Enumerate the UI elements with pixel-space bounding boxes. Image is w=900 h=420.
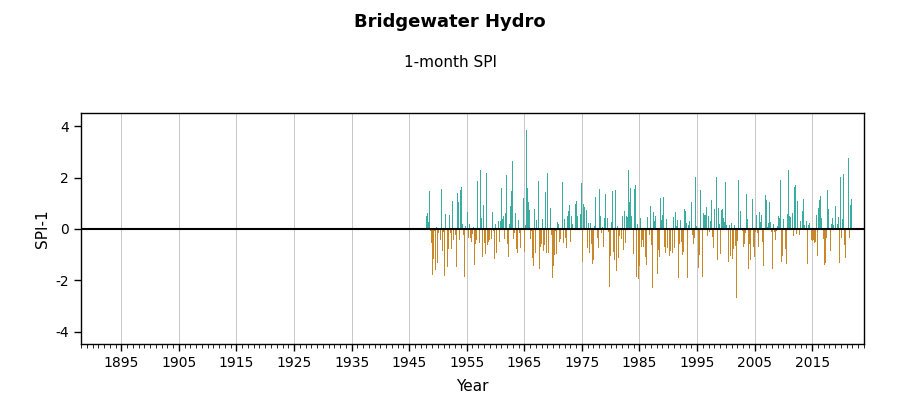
X-axis label: Year: Year [456, 378, 489, 394]
Text: 1-month SPI: 1-month SPI [403, 55, 497, 70]
Y-axis label: SPI-1: SPI-1 [35, 210, 50, 248]
Text: Bridgewater Hydro: Bridgewater Hydro [355, 13, 545, 31]
